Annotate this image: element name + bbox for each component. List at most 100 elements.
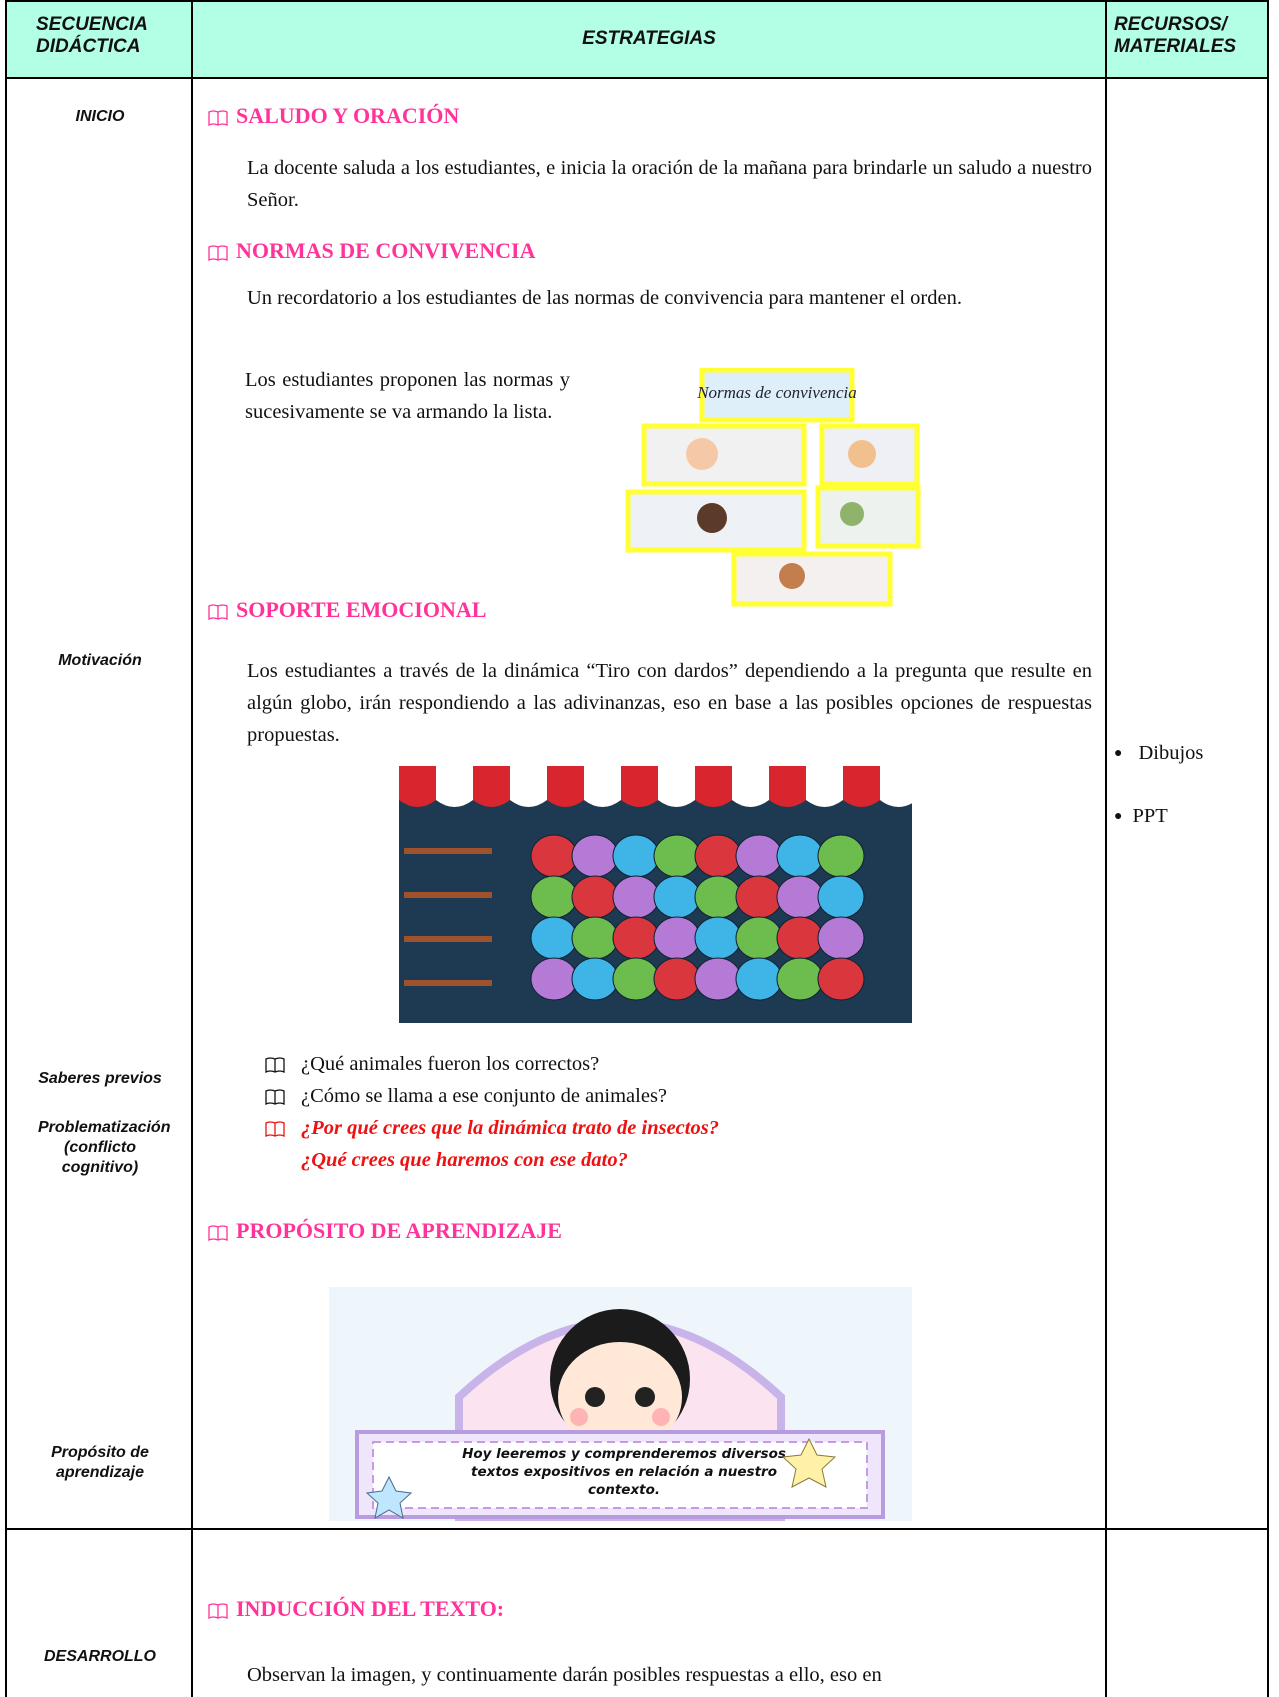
illustration [571,875,619,919]
bullet: ● [1114,808,1123,824]
question-text: ¿Por qué crees que la dinámica trato de … [301,1117,719,1139]
stage-label: Motivación [58,652,142,669]
book-icon [208,242,228,262]
resource-text: Dibujos [1138,742,1204,764]
illustration [776,957,824,1001]
resource: ● Dibujos [1114,742,1203,765]
illustration [735,916,783,960]
question-text: ¿Qué crees que haremos con ese dato? [301,1149,628,1171]
illustration [436,766,473,807]
illustration [612,875,660,919]
game-image [399,766,912,1023]
illustration [769,766,806,807]
illustration [732,766,769,807]
heading-text: INDUCCIÓN DEL TEXTO: [236,1596,505,1621]
illustration [510,766,547,807]
illustration [635,1387,655,1407]
illustration [817,875,865,919]
image-frame [699,368,855,423]
illustration [779,563,805,589]
illustration [776,875,824,919]
illustration [817,957,865,1001]
illustration [547,766,584,807]
illustration [735,834,783,878]
paragraph: Los estudiantes a través de la dinámica … [247,660,1092,746]
question: ¿Por qué crees que la dinámica trato de … [265,1117,719,1140]
illustration [653,875,701,919]
illustration [694,834,742,878]
illustration [653,834,701,878]
illustration [776,834,824,878]
heading-text: SALUDO Y ORACIÓN [236,103,460,128]
heading-text: PROPÓSITO DE APRENDIZAJE [236,1218,562,1243]
question-text: ¿Qué animales fueron los correctos? [301,1053,600,1075]
illustration [848,440,876,468]
image-frame [815,485,921,549]
illustration [530,834,578,878]
border [1105,0,1107,1697]
banner-text: Hoy leeremos y comprenderemos diversos t… [462,1446,786,1498]
header-cell: ESTRATEGIAS [582,28,716,49]
paragraph: Los estudiantes proponen las normas y su… [245,369,570,423]
book-icon [265,1056,285,1074]
book-icon [208,1600,228,1620]
stage-label: INICIO [75,108,125,125]
star [365,1475,413,1519]
section-heading: NORMAS DE CONVIVENCIA [208,238,535,264]
section-heading: PROPÓSITO DE APRENDIZAJE [208,1218,562,1244]
image-frame [731,551,893,607]
stage-label: Propósito de aprendizaje [51,1444,149,1481]
paragraph: Un recordatorio a los estudiantes de las… [247,287,962,309]
stage-label: Problematización (conflicto cognitivo) [38,1119,171,1176]
illustration [694,957,742,1001]
header-cell: RECURSOS/ MATERIALES [1114,14,1237,57]
paragraph: Observan la imagen, y continuamente dará… [247,1664,882,1686]
banner [372,1441,868,1509]
illustration [558,1342,682,1452]
normas-image: Normas de convivencia [625,368,921,607]
illustration [776,916,824,960]
illustration [404,848,492,854]
question-text: ¿Cómo se llama a ese conjunto de animale… [301,1085,668,1107]
border [5,0,1269,2]
illustration [621,766,658,807]
header-cell: SECUENCIA DIDÁCTICA [36,14,148,57]
book-icon [265,1120,285,1138]
resource: ● PPT [1114,805,1168,828]
section-heading: SALUDO Y ORACIÓN [208,103,459,129]
illustration [806,766,843,807]
book-icon [208,601,228,621]
star [781,1437,837,1488]
illustration [652,1408,670,1426]
illustration [612,916,660,960]
illustration [694,916,742,960]
illustration [658,766,695,807]
illustration [571,957,619,1001]
illustration [697,503,727,533]
book-icon [208,1222,228,1242]
question: ¿Qué animales fueron los correctos? [265,1053,599,1076]
illustration [612,957,660,1001]
stage-label: Saberes previos [38,1070,162,1087]
illustration [571,916,619,960]
illustration [584,766,621,807]
illustration [840,502,864,526]
purpose-image: Hoy leeremos y comprenderemos diversos t… [329,1287,912,1521]
illustration [570,1408,588,1426]
section-heading: INDUCCIÓN DEL TEXTO: [208,1596,504,1622]
illustration [695,766,732,807]
heading-text: SOPORTE EMOCIONAL [236,597,487,622]
illustration [686,438,718,470]
image-caption: Normas de convivencia [696,383,857,402]
illustration [880,766,912,807]
heading-text: NORMAS DE CONVIVENCIA [236,238,536,263]
border [5,77,1269,79]
illustration [653,957,701,1001]
illustration [735,875,783,919]
border [5,1528,1269,1530]
illustration [735,957,783,1001]
illustration [399,766,436,807]
stage-label: DESARROLLO [44,1648,156,1665]
illustration [817,916,865,960]
